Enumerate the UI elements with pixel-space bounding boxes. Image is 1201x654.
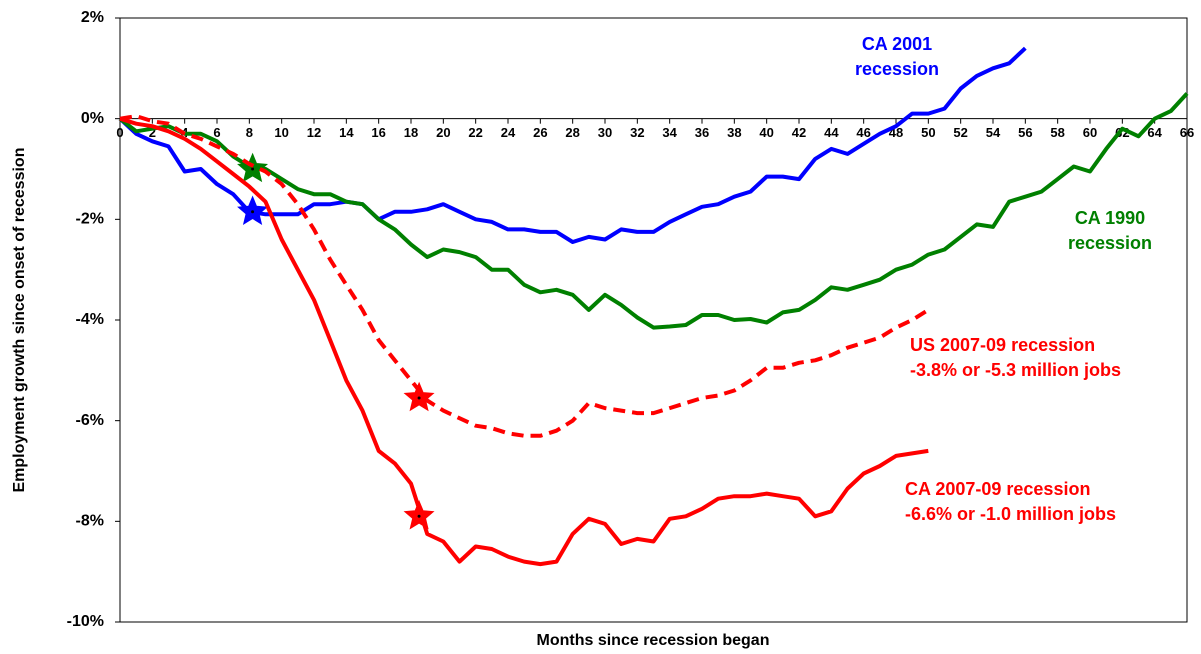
x-tick-label: 2 [149, 125, 156, 140]
y-axis-title: Employment growth since onset of recessi… [11, 148, 28, 493]
x-tick-label: 50 [921, 125, 935, 140]
y-tick-label: 2% [81, 9, 104, 26]
x-tick-label: 16 [371, 125, 385, 140]
star-center [251, 210, 255, 214]
series-line [118, 92, 1189, 330]
x-tick-label: 24 [501, 125, 516, 140]
x-tick-label: 64 [1147, 125, 1162, 140]
star-center [417, 396, 421, 400]
series-line [119, 114, 930, 438]
series-label: recession [855, 59, 939, 79]
series-label: CA 2007-09 recession [905, 479, 1090, 499]
x-tick-label: 18 [404, 125, 418, 140]
series-label: US 2007-09 recession [910, 335, 1095, 355]
series-line [119, 116, 929, 567]
x-tick-label: 60 [1083, 125, 1097, 140]
x-axis-title: Months since recession began [537, 632, 770, 649]
x-tick-label: 26 [533, 125, 547, 140]
series-label: CA 1990 [1075, 208, 1145, 228]
x-tick-label: 36 [695, 125, 709, 140]
y-tick-label: -2% [76, 211, 104, 228]
y-tick-label: -8% [76, 513, 104, 530]
x-tick-label: 12 [307, 125, 321, 140]
x-tick-label: 52 [953, 125, 967, 140]
x-tick-label: 8 [246, 125, 253, 140]
x-tick-label: 22 [468, 125, 482, 140]
y-tick-label: 0% [81, 110, 104, 127]
star-center [251, 167, 255, 171]
y-tick-label: -10% [67, 613, 104, 630]
x-tick-label: 0 [116, 125, 123, 140]
x-tick-label: 54 [986, 125, 1001, 140]
x-tick-label: 28 [565, 125, 579, 140]
x-tick-label: 30 [598, 125, 612, 140]
x-tick-label: 14 [339, 125, 354, 140]
series-label: recession [1068, 233, 1152, 253]
series-label: CA 2001 [862, 34, 932, 54]
x-tick-label: 58 [1050, 125, 1064, 140]
star-center [417, 514, 421, 518]
y-tick-label: -6% [76, 412, 104, 429]
x-tick-label: 10 [274, 125, 288, 140]
plot-frame [119, 17, 1188, 623]
x-tick-label: 6 [213, 125, 220, 140]
y-tick-label: -4% [76, 311, 104, 328]
x-tick-label: 56 [1018, 125, 1032, 140]
series-label: -6.6% or -1.0 million jobs [905, 504, 1116, 524]
x-tick-label: 32 [630, 125, 644, 140]
x-tick-label: 20 [436, 125, 450, 140]
x-tick-label: 34 [662, 125, 677, 140]
x-tick-label: 44 [824, 125, 839, 140]
x-tick-label: 46 [856, 125, 870, 140]
x-tick-label: 42 [792, 125, 806, 140]
x-tick-label: 40 [759, 125, 773, 140]
x-tick-label: 66 [1180, 125, 1194, 140]
series-label: -3.8% or -5.3 million jobs [910, 360, 1121, 380]
x-tick-label: 38 [727, 125, 741, 140]
